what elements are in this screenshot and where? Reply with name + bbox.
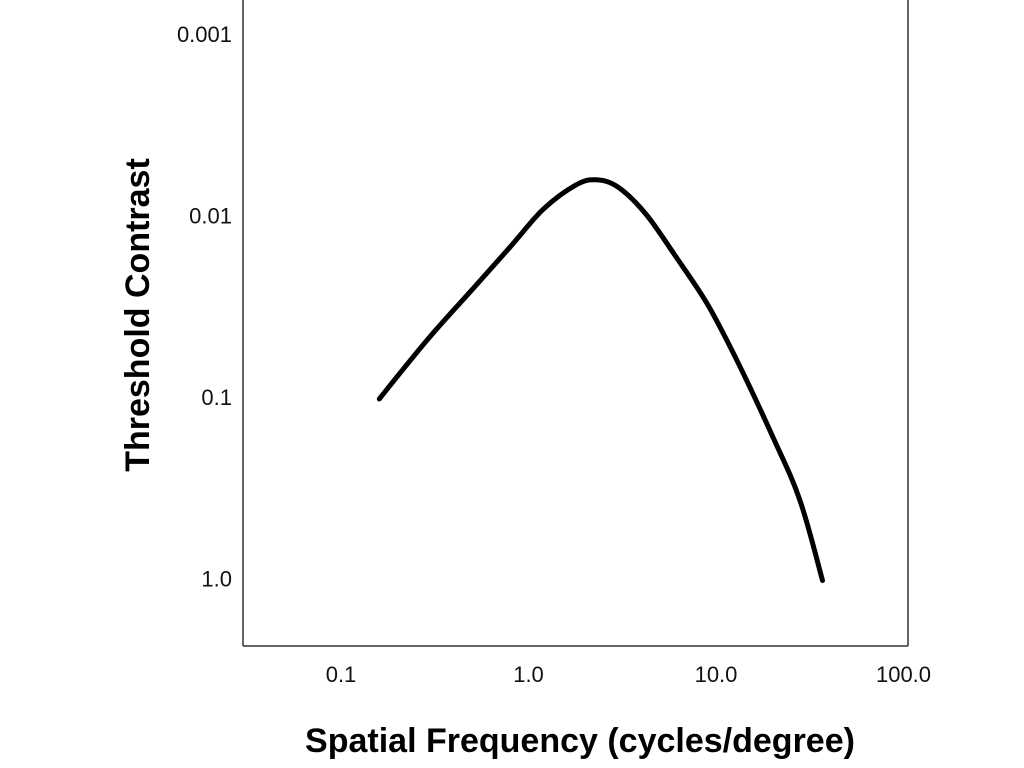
x-tick-label: 0.1 bbox=[326, 662, 357, 687]
series-layer bbox=[376, 177, 825, 583]
y-tick-label: 1.0 bbox=[201, 566, 232, 591]
x-tick-labels: 0.1 1.0 10.0 100.0 bbox=[326, 662, 931, 687]
y-tick-label: 0.01 bbox=[189, 203, 232, 228]
y-axis-title: Threshold Contrast bbox=[119, 158, 157, 472]
x-tick-label: 100.0 bbox=[876, 662, 931, 687]
contrast-sensitivity-curve bbox=[376, 177, 825, 583]
y-tick-label: 0.1 bbox=[201, 385, 232, 410]
y-tick-label: 0.001 bbox=[177, 22, 232, 47]
y-tick-labels: 0.001 0.01 0.1 1.0 bbox=[177, 22, 232, 592]
x-tick-label: 1.0 bbox=[513, 662, 544, 687]
plot-frame bbox=[242, 0, 909, 647]
x-tick-label: 10.0 bbox=[695, 662, 738, 687]
x-axis-title: Spatial Frequency (cycles/degree) bbox=[305, 722, 855, 760]
